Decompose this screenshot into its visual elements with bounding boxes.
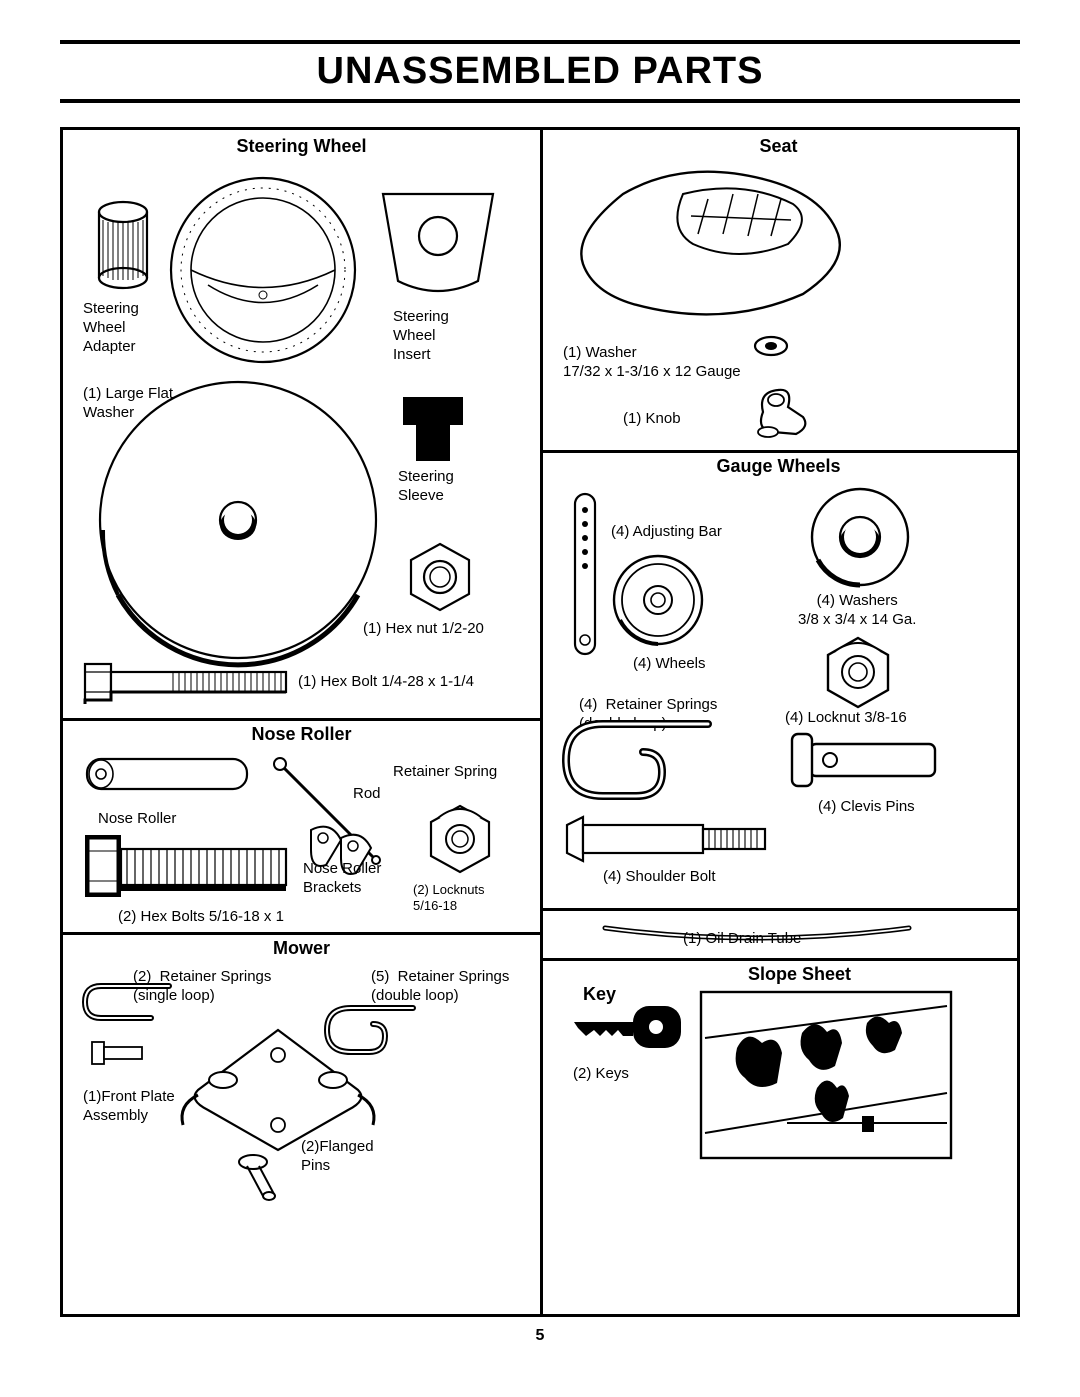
steering-adapter-icon [93, 200, 153, 295]
knob-icon [738, 382, 813, 444]
key-icon [568, 1000, 688, 1055]
wheel-icon [608, 550, 708, 650]
adapter-label: Steering Wheel Adapter [83, 300, 139, 356]
gauge-washers-label: (4) Washers 3/8 x 3/4 x 14 Ga. [798, 592, 916, 630]
hexbolt-label: (1) Hex Bolt 1/4-28 x 1-1/4 [298, 673, 474, 692]
seat-washer-icon [753, 335, 789, 357]
slope-title: Slope Sheet [748, 964, 851, 985]
parts-frame: Steering Wheel Steering Wheel Adapter [60, 127, 1020, 1317]
hexbolt2-icon [83, 833, 293, 901]
seat-icon [563, 164, 853, 329]
clevis-label: (4) Clevis Pins [818, 798, 915, 817]
nose-roller-title: Nose Roller [63, 724, 540, 745]
flanged-pin-icon [235, 1152, 295, 1207]
shoulder-label: (4) Shoulder Bolt [603, 868, 716, 887]
seat-title: Seat [540, 136, 1017, 157]
gauge-washer-icon [808, 485, 913, 590]
steering-wheel-icon [163, 170, 363, 370]
shoulder-bolt-icon [563, 815, 773, 865]
front-plate-label: (1)Front Plate Assembly [83, 1088, 175, 1126]
wheels-label: (4) Wheels [633, 655, 706, 674]
slope-sheet-icon [697, 988, 955, 1163]
hexbolt-icon [83, 660, 293, 705]
hexnut-label: (1) Hex nut 1/2-20 [363, 620, 484, 639]
seat-washer-label: (1) Washer 17/32 x 1-3/16 x 12 Gauge [563, 344, 741, 382]
knob-label: (1) Knob [623, 410, 681, 429]
hexbolts2-label: (2) Hex Bolts 5/16-18 x 1 [118, 908, 284, 927]
insert-label: Steering Wheel Insert [393, 308, 449, 364]
page-title: UNASSEMBLED PARTS [60, 50, 1020, 93]
steering-wheel-title: Steering Wheel [63, 136, 540, 157]
large-washer-icon [88, 375, 378, 665]
clevis-pin-icon [788, 730, 943, 790]
nose-roller-icon [83, 755, 253, 795]
retainer-spring-label: Retainer Spring [393, 763, 497, 782]
gauge-wheels-title: Gauge Wheels [540, 456, 1017, 477]
steering-sleeve-icon [398, 395, 468, 465]
gauge-locknut-label: (4) Locknut 3/8-16 [785, 709, 907, 728]
flanged-label: (2)Flanged Pins [301, 1138, 374, 1176]
hexnut-icon [403, 540, 478, 615]
keys-label: (2) Keys [573, 1065, 629, 1084]
locknuts-icon [423, 798, 498, 878]
gauge-locknut-icon [818, 630, 898, 712]
adjusting-bar-icon [569, 490, 601, 660]
small-bolt-icon [88, 1038, 148, 1073]
page-number: 5 [60, 1327, 1020, 1345]
gauge-spring-icon [558, 716, 718, 806]
adj-bar-label: (4) Adjusting Bar [611, 523, 722, 542]
oil-drain-label: (1) Oil Drain Tube [683, 930, 801, 949]
steering-insert-icon [373, 186, 503, 301]
roller-label: Nose Roller [98, 810, 176, 829]
locknuts-label: (2) Locknuts 5/16-18 [413, 882, 485, 915]
sleeve-label: Steering Sleeve [398, 468, 454, 506]
mower-title: Mower [63, 938, 540, 959]
ret-double-label: (5) Retainer Springs (double loop) [371, 968, 509, 1006]
brackets-label: Nose Roller Brackets [303, 860, 381, 898]
